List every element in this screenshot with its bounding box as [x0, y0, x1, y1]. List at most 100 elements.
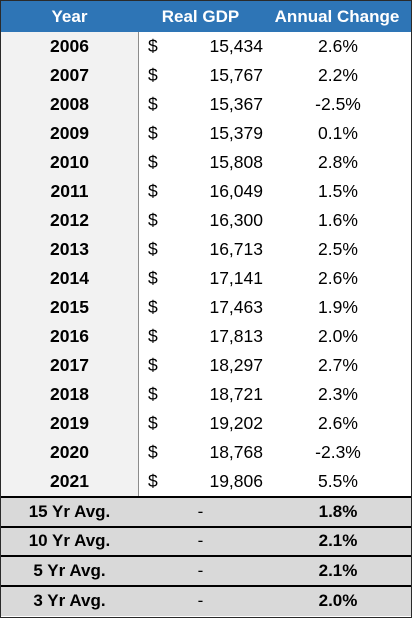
gdp-value-cell: 15,434 — [209, 36, 263, 56]
table-row: 2021 $19,806 5.5% — [1, 467, 411, 496]
year-cell: 2015 — [50, 297, 89, 317]
summary-gdp-cell: - — [197, 501, 204, 521]
currency-symbol: $ — [148, 210, 158, 230]
header-year: Year — [51, 6, 88, 26]
summary-change-cell: 2.1% — [318, 560, 358, 580]
year-cell: 2017 — [50, 355, 89, 375]
currency-symbol: $ — [148, 268, 158, 288]
summary-label: 5 Yr Avg. — [33, 560, 106, 580]
year-cell: 2016 — [50, 326, 89, 346]
summary-gdp-cell: - — [197, 560, 204, 580]
table-row: 2012 $16,300 1.6% — [1, 206, 411, 235]
currency-symbol: $ — [148, 442, 158, 462]
table-row: 2020 $18,768 -2.3% — [1, 438, 411, 467]
table-row: 2006 $15,434 2.6% — [1, 32, 411, 61]
header-real-gdp: Real GDP — [161, 6, 240, 26]
summary-row: 3 Yr Avg. - 2.0% — [1, 586, 411, 616]
annual-change-cell: -2.5% — [315, 94, 361, 114]
currency-symbol: $ — [148, 123, 158, 143]
gdp-value-cell: 15,767 — [209, 65, 263, 85]
gdp-value-cell: 16,713 — [209, 239, 263, 259]
summary-row: 5 Yr Avg. - 2.1% — [1, 557, 411, 587]
table-row: 2019 $19,202 2.6% — [1, 409, 411, 438]
table-row: 2009 $15,379 0.1% — [1, 119, 411, 148]
annual-change-cell: 1.9% — [318, 297, 358, 317]
summary-rows: 15 Yr Avg. - 1.8% 10 Yr Avg. - 2.1% 5 Yr Avg. -… — [1, 496, 411, 616]
summary-label: 3 Yr Avg. — [33, 591, 106, 611]
annual-change-cell: 2.2% — [318, 65, 358, 85]
annual-change-cell: 2.8% — [318, 152, 358, 172]
currency-symbol: $ — [148, 65, 158, 85]
annual-change-cell: 2.6% — [318, 413, 358, 433]
year-cell: 2020 — [50, 442, 89, 462]
table-row: 2011 $16,049 1.5% — [1, 177, 411, 206]
annual-change-cell: 5.5% — [318, 471, 358, 491]
year-cell: 2013 — [50, 239, 89, 259]
summary-change-cell: 1.8% — [318, 501, 358, 521]
summary-change-cell: 2.1% — [318, 531, 358, 551]
summary-label: 10 Yr Avg. — [28, 531, 111, 551]
summary-row: 15 Yr Avg. - 1.8% — [1, 498, 411, 528]
currency-symbol: $ — [148, 471, 158, 491]
table-row: 2007 $15,767 2.2% — [1, 61, 411, 90]
table-row: 2017 $18,297 2.7% — [1, 351, 411, 380]
currency-symbol: $ — [148, 297, 158, 317]
gdp-value-cell: 16,300 — [209, 210, 263, 230]
data-rows: 2006 $15,434 2.6% 2007 $15,767 2.2% 2008 $15,36… — [1, 32, 411, 496]
gdp-value-cell: 18,768 — [209, 442, 263, 462]
annual-change-cell: -2.3% — [315, 442, 361, 462]
table-row: 2015 $17,463 1.9% — [1, 293, 411, 322]
annual-change-cell: 2.3% — [318, 384, 358, 404]
gdp-value-cell: 15,367 — [209, 94, 263, 114]
annual-change-cell: 1.6% — [318, 210, 358, 230]
annual-change-cell: 2.5% — [318, 239, 358, 259]
annual-change-cell: 2.7% — [318, 355, 358, 375]
currency-symbol: $ — [148, 355, 158, 375]
year-cell: 2014 — [50, 268, 89, 288]
currency-symbol: $ — [148, 384, 158, 404]
summary-change-cell: 2.0% — [318, 591, 358, 611]
table-row: 2018 $18,721 2.3% — [1, 380, 411, 409]
table-row: 2010 $15,808 2.8% — [1, 148, 411, 177]
currency-symbol: $ — [148, 239, 158, 259]
currency-symbol: $ — [148, 94, 158, 114]
table-header: Year Real GDP Annual Change — [1, 1, 411, 32]
gdp-value-cell: 17,141 — [209, 268, 263, 288]
gdp-value-cell: 17,813 — [209, 326, 263, 346]
gdp-value-cell: 17,463 — [209, 297, 263, 317]
table-row: 2014 $17,141 2.6% — [1, 264, 411, 293]
year-cell: 2021 — [50, 471, 89, 491]
summary-gdp-cell: - — [197, 591, 204, 611]
gdp-value-cell: 18,721 — [209, 384, 263, 404]
annual-change-cell: 2.6% — [318, 36, 358, 56]
table-row: 2016 $17,813 2.0% — [1, 322, 411, 351]
table-row: 2013 $16,713 2.5% — [1, 235, 411, 264]
year-cell: 2006 — [50, 36, 89, 56]
summary-label: 15 Yr Avg. — [28, 501, 111, 521]
gdp-value-cell: 16,049 — [209, 181, 263, 201]
year-cell: 2007 — [50, 65, 89, 85]
year-cell: 2012 — [50, 210, 89, 230]
table-body: 2006 $15,434 2.6% 2007 $15,767 2.2% 2008 $15,36… — [1, 32, 411, 496]
year-cell: 2011 — [50, 181, 89, 201]
currency-symbol: $ — [148, 181, 158, 201]
gdp-value-cell: 15,808 — [209, 152, 263, 172]
annual-change-cell: 0.1% — [318, 123, 358, 143]
year-cell: 2008 — [50, 94, 89, 114]
year-cell: 2010 — [50, 152, 89, 172]
table-row: 2008 $15,367 -2.5% — [1, 90, 411, 119]
gdp-value-cell: 15,379 — [209, 123, 263, 143]
currency-symbol: $ — [148, 36, 158, 56]
year-column-background — [1, 32, 139, 496]
currency-symbol: $ — [148, 413, 158, 433]
currency-symbol: $ — [148, 326, 158, 346]
currency-symbol: $ — [148, 152, 158, 172]
summary-row: 10 Yr Avg. - 2.1% — [1, 527, 411, 557]
year-cell: 2018 — [50, 384, 89, 404]
gdp-value-cell: 19,202 — [209, 413, 263, 433]
annual-change-cell: 2.6% — [318, 268, 358, 288]
summary-gdp-cell: - — [197, 531, 204, 551]
gdp-value-cell: 18,297 — [209, 355, 263, 375]
gdp-value-cell: 19,806 — [209, 471, 263, 491]
annual-change-cell: 2.0% — [318, 326, 358, 346]
